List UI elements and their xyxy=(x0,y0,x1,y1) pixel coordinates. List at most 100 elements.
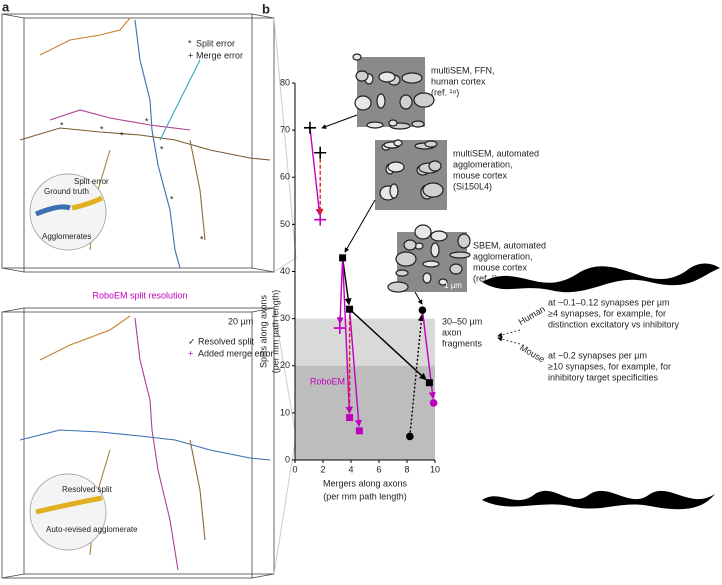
inset-label: Agglomerates xyxy=(42,232,91,241)
inset-label: Ground truth xyxy=(44,187,89,196)
em-texture xyxy=(449,263,463,275)
em-texture xyxy=(395,269,409,277)
em-texture xyxy=(389,183,399,199)
image-label: human cortex xyxy=(431,76,486,86)
mouse-note: at ~0.2 synapses per µm xyxy=(548,350,647,360)
panel-label: a xyxy=(2,0,10,14)
em-texture xyxy=(449,251,471,259)
y-tick-label: 50 xyxy=(280,219,290,229)
mouse-note: inhibitory target specificities xyxy=(548,372,659,382)
em-texture xyxy=(352,53,362,61)
image-label: SBEM, automated xyxy=(473,240,546,250)
panel-label: b xyxy=(262,1,270,16)
point xyxy=(406,432,414,441)
human-note: distinction excitatory vs inhibitory xyxy=(548,319,680,329)
image-label: (ref. ¹⁸) xyxy=(431,87,459,97)
em-image xyxy=(357,57,425,127)
point xyxy=(333,322,346,335)
connector xyxy=(409,313,425,437)
image-label: mouse cortex xyxy=(473,262,528,272)
chart: 0 10 20 30 40 50 60 70 80 0 2 4 6 8 10 Mergers along ax… xyxy=(258,53,546,501)
legend-symbol: + xyxy=(188,348,193,358)
inset-circle xyxy=(29,173,107,251)
y-tick-label: 20 xyxy=(280,360,290,370)
inset-trace xyxy=(35,204,71,217)
em-texture xyxy=(401,72,423,84)
image-pointer xyxy=(321,114,358,129)
box-top xyxy=(1,13,275,273)
scale-label: 20 µm xyxy=(228,316,253,326)
em-texture xyxy=(387,281,409,293)
em-texture xyxy=(413,92,435,108)
svg-text:*: * xyxy=(100,124,104,134)
em-texture xyxy=(411,120,425,128)
connector xyxy=(341,257,353,414)
point xyxy=(425,379,433,387)
legend-label: Added merge error xyxy=(198,348,274,358)
x-tick-label: 4 xyxy=(348,464,353,474)
split-marks: * * * * * * * xyxy=(60,116,204,244)
x-axis-title: (per mm path length) xyxy=(323,491,407,501)
image-label: agglomeration, xyxy=(453,159,513,169)
band xyxy=(295,365,435,460)
point xyxy=(303,121,316,134)
inset-circle xyxy=(29,473,107,551)
em-texture xyxy=(422,260,440,268)
point xyxy=(355,427,363,435)
image-label: (Si150L4) xyxy=(453,181,492,191)
mouse-note: ≥10 synapses, for example, for xyxy=(548,361,671,371)
neuron-traces-bottom xyxy=(19,315,271,571)
point xyxy=(314,146,327,159)
em-texture xyxy=(387,161,405,173)
em-texture xyxy=(457,233,471,249)
em-texture xyxy=(414,224,432,240)
x-tick-label: 2 xyxy=(320,464,325,474)
y-tick-label: 0 xyxy=(285,454,290,464)
band xyxy=(295,318,435,366)
image-scale: 1 µm xyxy=(444,281,462,290)
transition-label: RoboEM split resolution xyxy=(92,290,187,300)
em-texture xyxy=(422,182,444,198)
image-pointer xyxy=(414,291,423,305)
em-texture xyxy=(388,119,398,127)
band-label: fragments xyxy=(442,338,483,348)
legend-symbol: ✓ xyxy=(188,336,196,346)
y-tick-label: 70 xyxy=(280,125,290,135)
band-label: axon xyxy=(442,327,462,337)
y-tick-label: 10 xyxy=(280,407,290,417)
svg-text:*: * xyxy=(170,194,174,204)
x-tick-label: 0 xyxy=(292,464,297,474)
svg-text:*: * xyxy=(145,116,149,126)
em-texture xyxy=(424,140,438,148)
species-label: Mouse xyxy=(518,342,546,364)
inset-trace xyxy=(35,495,103,515)
point xyxy=(429,399,438,407)
connector xyxy=(348,309,363,427)
connector-lines xyxy=(273,17,297,575)
inset-label: Split error xyxy=(74,177,109,186)
connector xyxy=(349,308,427,381)
image-label: multiSEM, automated xyxy=(453,148,539,158)
point xyxy=(346,305,354,313)
em-texture xyxy=(399,94,413,110)
band-label: 30–50 µm xyxy=(442,316,482,326)
connector xyxy=(309,127,323,216)
image-label: mouse cortex xyxy=(453,170,508,180)
species-label: Human xyxy=(517,304,547,327)
em-texture xyxy=(422,272,432,284)
em-texture xyxy=(430,230,448,242)
image-label: (ref. ¹) xyxy=(473,273,498,283)
x-tick-label: 10 xyxy=(430,464,440,474)
x-tick-label: 8 xyxy=(404,464,409,474)
svg-text:*: * xyxy=(60,120,64,130)
em-texture xyxy=(354,95,372,111)
inset-label: Auto-revised agglomerate xyxy=(46,525,138,534)
human-note: ≥4 synapses, for example, for xyxy=(548,308,666,318)
connector xyxy=(336,257,344,325)
em-texture xyxy=(376,93,386,109)
em-texture xyxy=(355,70,369,82)
annotation: RoboEM xyxy=(310,376,345,386)
y-axis-title: Splits along axons xyxy=(258,294,268,368)
